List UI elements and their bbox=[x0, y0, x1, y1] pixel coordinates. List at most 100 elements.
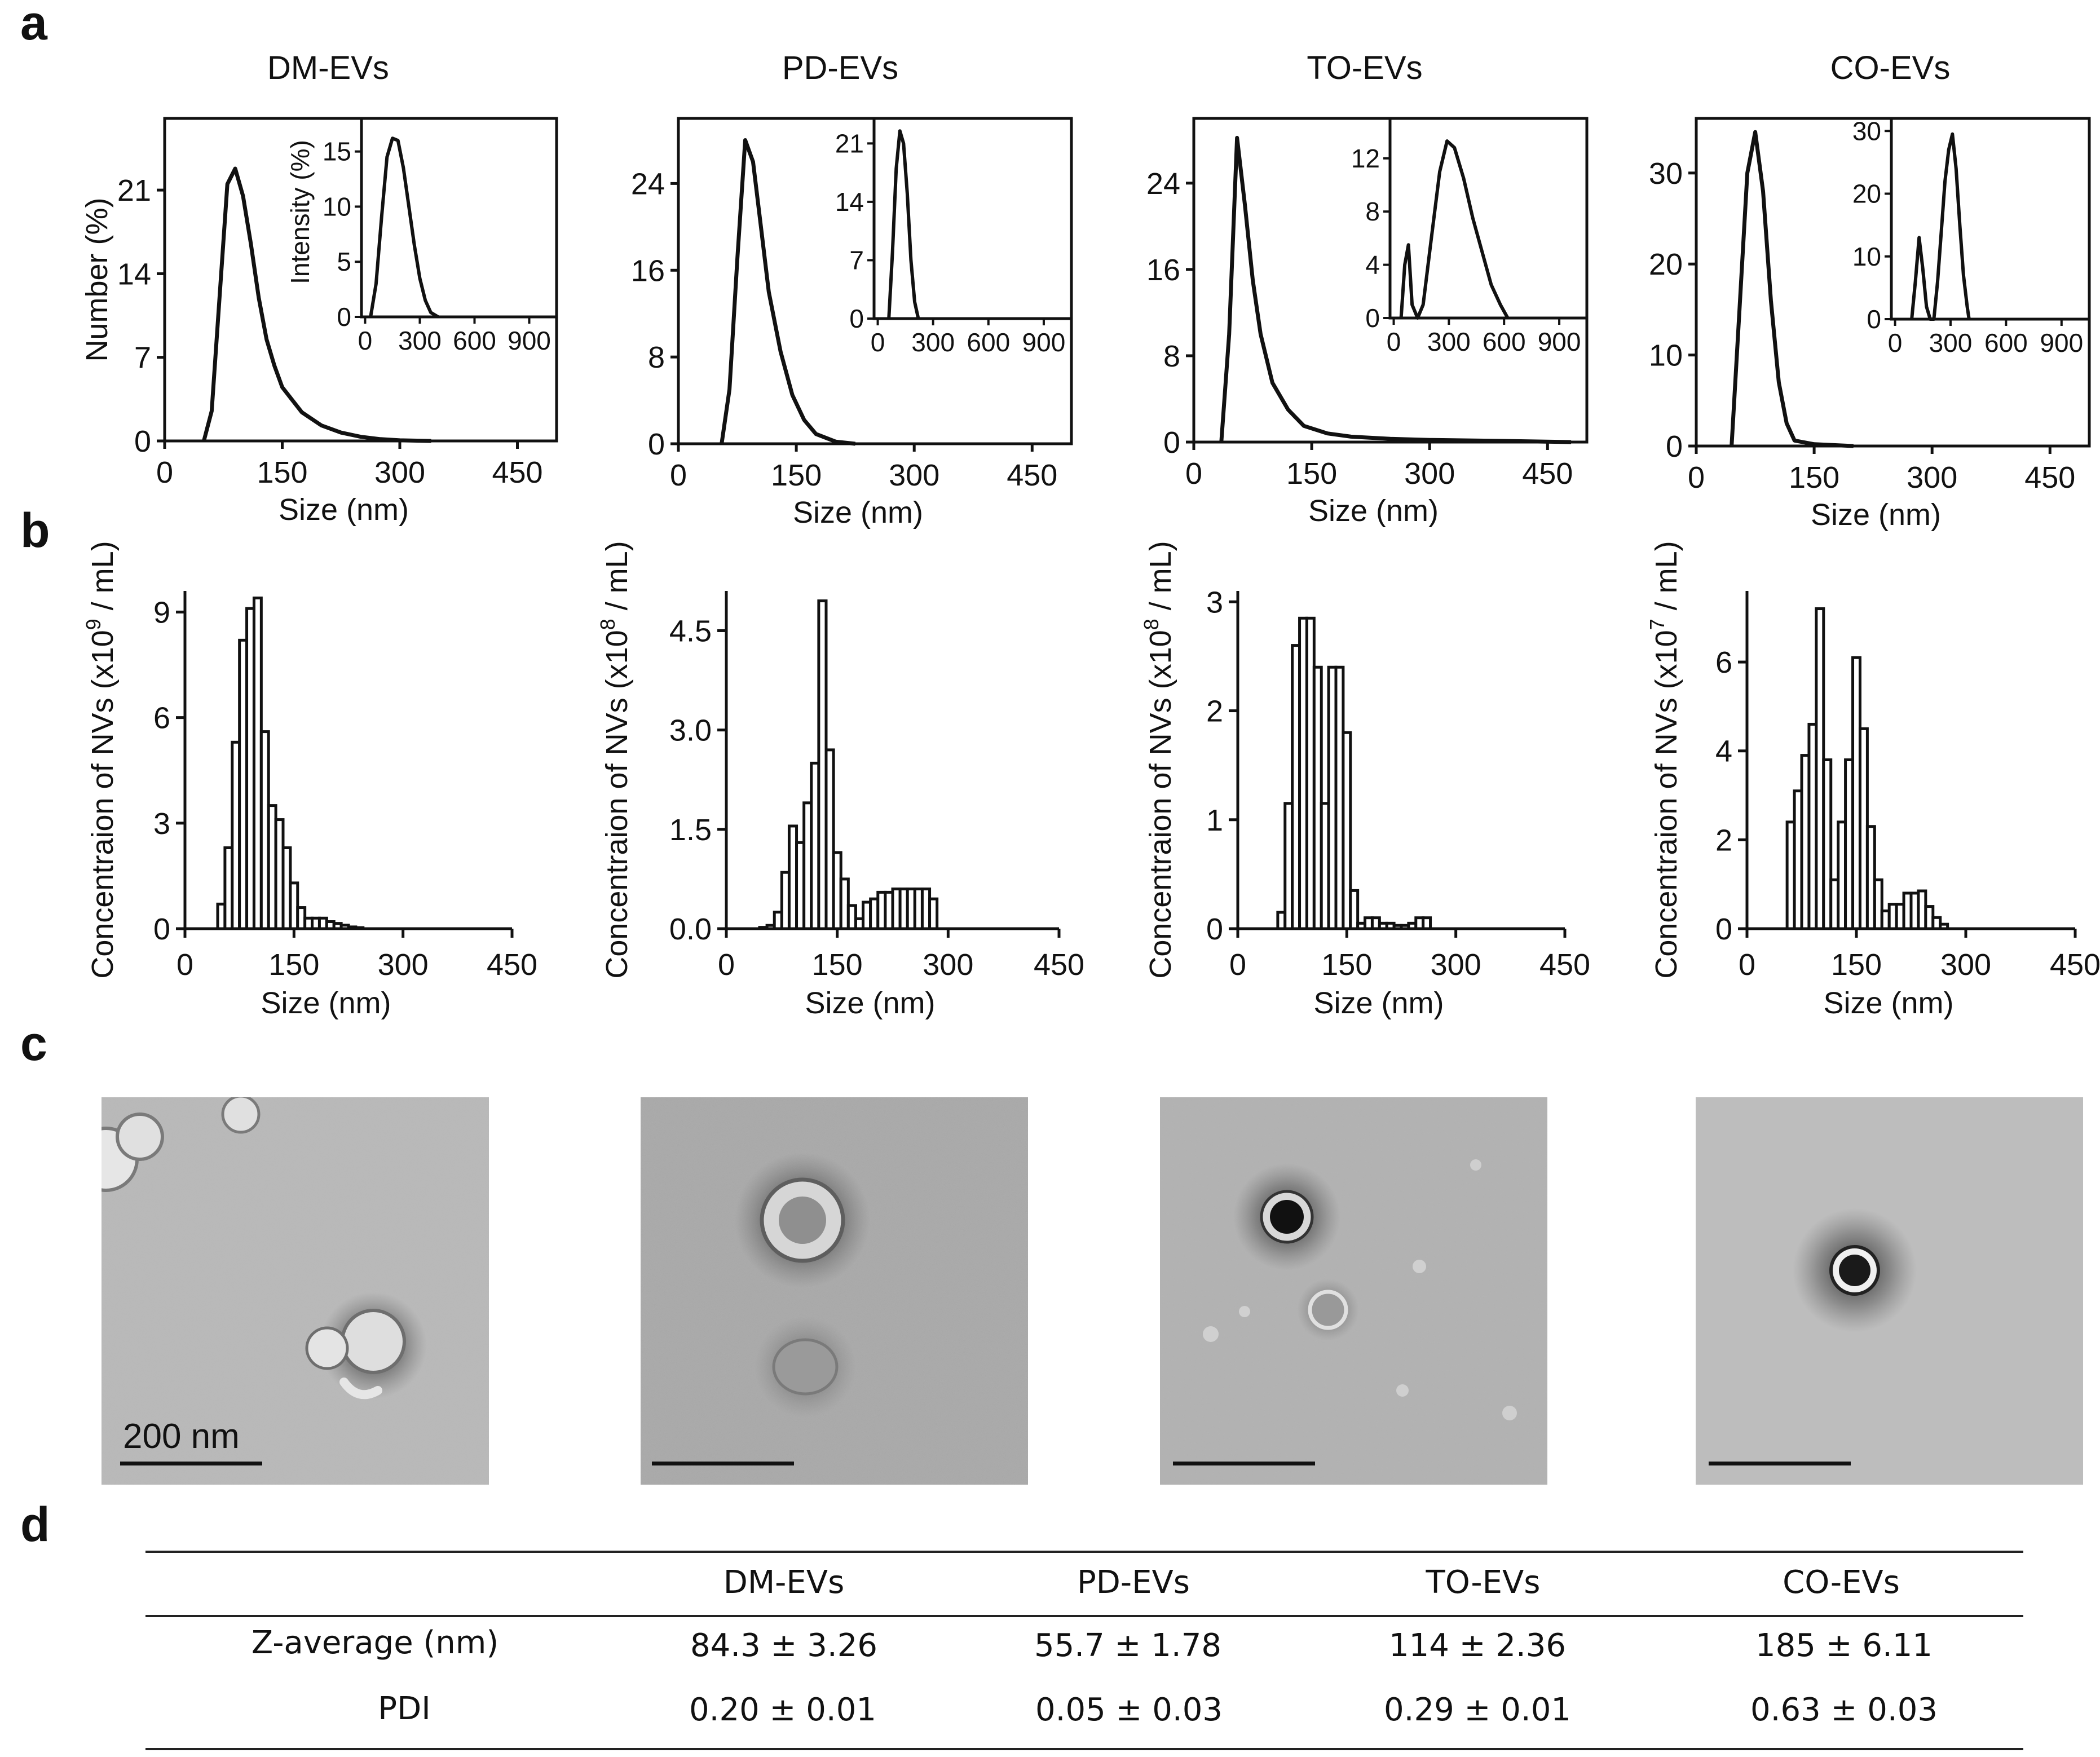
inset-x-tick-label: 300 bbox=[398, 326, 442, 355]
x-tick-label: 0 bbox=[718, 948, 735, 982]
y-tick-label: 14 bbox=[117, 257, 151, 291]
inset-y-tick-label: 21 bbox=[835, 129, 864, 158]
y-tick-label: 21 bbox=[117, 174, 151, 208]
inset-series-line bbox=[369, 136, 439, 319]
panel-label-c: c bbox=[20, 1017, 47, 1071]
x-axis-label: Size (nm) bbox=[261, 986, 391, 1020]
chart-title: CO-EVs bbox=[1830, 50, 1951, 86]
inset-y-tick-label: 4 bbox=[1365, 250, 1380, 280]
histogram-pd-evs: 0 150 300 450 0.0 1.5 3.0 4.5 Size (nm) Concentra… bbox=[596, 541, 1084, 1020]
x-tick-label: 0 bbox=[177, 948, 193, 982]
x-tick-label: 300 bbox=[1940, 948, 1991, 982]
inset-x-tick-label: 0 bbox=[358, 326, 373, 355]
y-axis-label: Concentraion of NVs (x109 / mL) bbox=[82, 541, 120, 978]
inset-series-line bbox=[1910, 132, 1971, 321]
x-axis-label: Size (nm) bbox=[1811, 498, 1941, 532]
scale-bar-pd bbox=[652, 1462, 794, 1465]
inset-frame bbox=[1890, 117, 2091, 321]
y-tick-label: 6 bbox=[1715, 646, 1732, 679]
x-tick-label: 450 bbox=[1034, 948, 1084, 982]
x-tick-label: 0 bbox=[1688, 461, 1705, 495]
panel-label-a: a bbox=[20, 0, 47, 50]
series-line bbox=[1219, 135, 1572, 444]
y-tick-label: 7 bbox=[134, 341, 151, 375]
histogram-dm-evs: 0 150 300 450 0 3 6 9 Size (nm) Concentraion of N… bbox=[82, 541, 537, 1020]
y-tick-label: 9 bbox=[153, 595, 170, 629]
y-tick-label: 30 bbox=[1649, 157, 1683, 191]
x-tick-label: 150 bbox=[268, 948, 319, 982]
y-tick-label: 2 bbox=[1206, 695, 1223, 729]
inset-x-tick-label: 0 bbox=[1888, 328, 1903, 357]
inset-x-tick-label: 900 bbox=[1022, 328, 1066, 357]
y-tick-label: 16 bbox=[1146, 253, 1180, 287]
inset-x-tick-label: 600 bbox=[967, 328, 1010, 357]
y-tick-label: 20 bbox=[1649, 248, 1683, 281]
inset-chart-to-evs: 0 300 600 900 0 4 8 12 bbox=[1351, 117, 1589, 356]
scale-bar-co bbox=[1709, 1462, 1851, 1465]
y-tick-label: 0 bbox=[1715, 912, 1732, 946]
chart-title: DM-EVs bbox=[267, 50, 389, 86]
x-tick-label: 150 bbox=[1286, 457, 1337, 491]
inset-x-tick-label: 600 bbox=[1984, 328, 2028, 357]
x-tick-label: 300 bbox=[889, 458, 939, 492]
inset-y-tick-label: 7 bbox=[849, 245, 864, 275]
chart-title: PD-EVs bbox=[782, 50, 898, 86]
x-tick-label: 300 bbox=[923, 948, 973, 982]
scale-bar-dm bbox=[120, 1462, 262, 1465]
x-tick-label: 450 bbox=[492, 456, 542, 489]
line-chart-pd-evs: PD-EVs 0 150 300 450 0 8 16 24 Size (nm) 0 300 600 90… bbox=[631, 50, 1073, 529]
y-axis-label: Number (%) bbox=[80, 197, 114, 361]
inset-x-tick-label: 300 bbox=[911, 328, 955, 357]
x-tick-label: 150 bbox=[771, 458, 822, 492]
inset-y-tick-label: 0 bbox=[1867, 304, 1881, 334]
x-tick-label: 450 bbox=[1539, 948, 1590, 982]
chart-title: TO-EVs bbox=[1307, 50, 1422, 86]
x-tick-label: 0 bbox=[156, 456, 173, 489]
y-tick-label: 0 bbox=[153, 912, 170, 946]
series-line bbox=[202, 166, 431, 443]
inset-x-tick-label: 600 bbox=[453, 326, 496, 355]
inset-y-tick-label: 5 bbox=[337, 247, 351, 276]
x-tick-label: 300 bbox=[374, 456, 425, 489]
inset-y-tick-label: 0 bbox=[1365, 303, 1380, 333]
x-tick-label: 300 bbox=[378, 948, 429, 982]
inset-y-tick-label: 30 bbox=[1852, 116, 1881, 145]
inset-frame bbox=[872, 117, 1073, 320]
x-tick-label: 150 bbox=[812, 948, 863, 982]
x-tick-label: 450 bbox=[2050, 948, 2100, 982]
y-tick-label: 24 bbox=[631, 167, 665, 201]
inset-y-tick-label: 10 bbox=[1852, 242, 1881, 271]
panel-label-d: d bbox=[20, 1498, 50, 1552]
y-tick-label: 8 bbox=[648, 341, 665, 374]
y-tick-label: 3.0 bbox=[669, 714, 712, 748]
inset-y-tick-label: 0 bbox=[849, 304, 864, 333]
x-axis-label: Size (nm) bbox=[1313, 986, 1444, 1020]
y-tick-label: 0 bbox=[1206, 912, 1223, 946]
tem-image-co-evs bbox=[1696, 1097, 2083, 1485]
tem-image-pd-evs bbox=[641, 1097, 1028, 1485]
x-axis-label: Size (nm) bbox=[1823, 986, 1953, 1020]
inset-x-tick-label: 0 bbox=[1387, 327, 1401, 356]
x-tick-label: 300 bbox=[1907, 461, 1957, 495]
y-axis-label: Concentraion of NVs (x107 / mL) bbox=[1645, 541, 1683, 978]
x-tick-label: 300 bbox=[1404, 457, 1455, 491]
y-tick-label: 1.5 bbox=[669, 813, 712, 847]
inset-y-tick-label: 14 bbox=[835, 187, 864, 217]
x-tick-label: 450 bbox=[2024, 461, 2075, 495]
x-axis-label: Size (nm) bbox=[1308, 494, 1439, 528]
inset-y-tick-label: 10 bbox=[323, 192, 351, 221]
inset-y-tick-label: 0 bbox=[337, 302, 351, 332]
y-tick-label: 3 bbox=[153, 807, 170, 841]
x-tick-label: 450 bbox=[1007, 458, 1057, 492]
x-tick-label: 150 bbox=[1789, 461, 1839, 495]
y-tick-label: 8 bbox=[1163, 339, 1180, 373]
x-axis-label: Size (nm) bbox=[805, 986, 935, 1020]
inset-chart-dm-evs: 0 300 600 900 0 5 10 15 Intensity (%) bbox=[285, 117, 558, 355]
series-line bbox=[1730, 130, 1854, 448]
x-tick-label: 0 bbox=[1229, 948, 1246, 982]
y-tick-label: 10 bbox=[1649, 339, 1683, 373]
panel-label-b: b bbox=[20, 504, 50, 558]
scale-bar-label: 200 nm bbox=[123, 1417, 240, 1456]
